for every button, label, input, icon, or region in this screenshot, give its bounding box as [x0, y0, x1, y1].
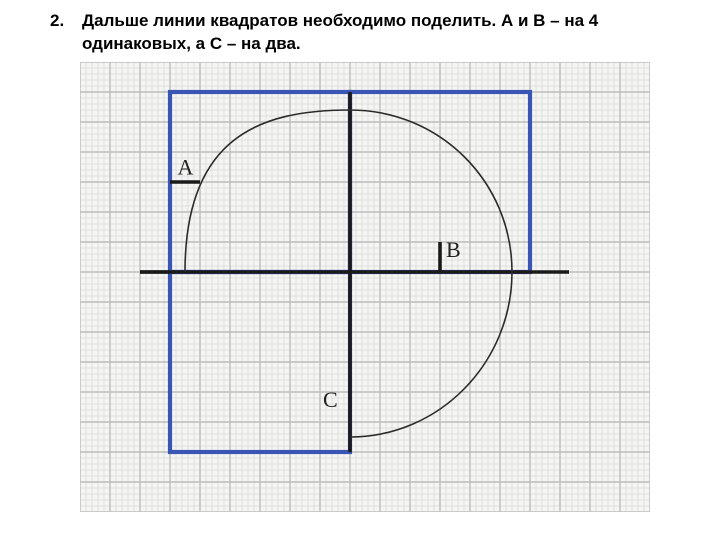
label-c: C [323, 387, 338, 412]
item-number: 2. [50, 10, 68, 56]
label-a: A [178, 154, 194, 179]
instruction-text: Дальше линии квадратов необходимо подели… [82, 10, 700, 56]
diagram-container: A B C [80, 62, 700, 512]
label-b: B [446, 237, 461, 262]
instruction-block: 2. Дальше линии квадратов необходимо под… [50, 10, 700, 56]
grid-diagram: A B C [80, 62, 650, 512]
page: 2. Дальше линии квадратов необходимо под… [0, 0, 720, 540]
